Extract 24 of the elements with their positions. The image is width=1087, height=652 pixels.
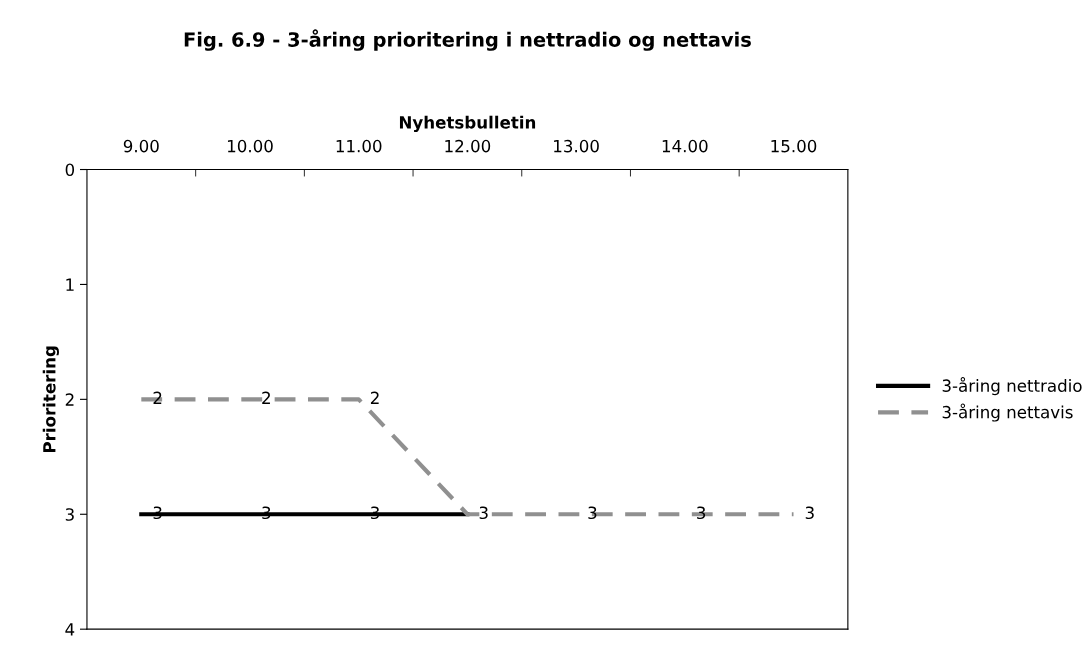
- y-tick-label: 3: [65, 508, 74, 521]
- chart-title: Fig. 6.9 - 3-åring prioritering i nettradio og nettavis: [184, 29, 751, 51]
- x-tick-label: 13.00: [554, 139, 599, 153]
- x-tick-label: 14.00: [662, 139, 708, 153]
- y-tick-label: 0: [65, 163, 75, 177]
- x-tick-label: 10.00: [227, 139, 273, 153]
- y-axis-title: Prioritering: [42, 346, 59, 453]
- legend-label: 3-åring nettradio: [942, 377, 1082, 396]
- data-label: 3: [697, 506, 706, 520]
- x-axis-title: Nyhetsbulletin: [399, 115, 536, 132]
- x-tick-label: 12.00: [445, 139, 491, 153]
- legend-label: 3-åring nettavis: [942, 403, 1073, 422]
- y-tick-label: 2: [65, 393, 74, 406]
- x-tick-label: 11.00: [336, 139, 382, 153]
- x-tick-label: 9.00: [123, 139, 159, 153]
- y-tick-label: 4: [65, 623, 75, 636]
- y-tick-label: 1: [66, 278, 74, 291]
- data-label: 3: [588, 506, 597, 520]
- data-label: 2: [370, 391, 379, 404]
- data-label: 2: [262, 391, 270, 404]
- data-label: 2: [153, 391, 162, 404]
- data-label: 3: [805, 506, 814, 520]
- data-label: 3: [479, 506, 488, 520]
- x-tick-label: 15.00: [771, 139, 817, 153]
